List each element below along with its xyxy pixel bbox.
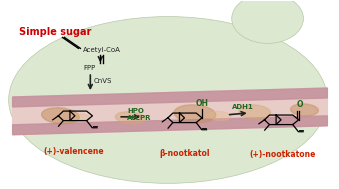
Ellipse shape <box>291 104 318 116</box>
Ellipse shape <box>9 17 327 183</box>
Text: (+)-nootkatone: (+)-nootkatone <box>250 150 316 159</box>
Text: β-nootkatol: β-nootkatol <box>160 149 210 158</box>
Text: ADH1: ADH1 <box>232 104 254 110</box>
Text: FPP: FPP <box>83 65 96 71</box>
Polygon shape <box>13 116 327 135</box>
Ellipse shape <box>71 114 90 122</box>
Text: HPO: HPO <box>127 108 144 114</box>
Text: O: O <box>297 100 303 109</box>
Text: CnVS: CnVS <box>93 78 112 84</box>
Ellipse shape <box>115 112 145 124</box>
Text: OH: OH <box>196 98 208 108</box>
Text: AtCPR: AtCPR <box>127 115 152 121</box>
Polygon shape <box>13 88 327 135</box>
Text: Simple sugar: Simple sugar <box>19 27 91 37</box>
Polygon shape <box>13 88 327 107</box>
Ellipse shape <box>239 105 271 119</box>
Ellipse shape <box>209 111 231 120</box>
Ellipse shape <box>232 0 303 43</box>
Text: (+)-valencene: (+)-valencene <box>43 147 104 156</box>
Ellipse shape <box>42 108 79 124</box>
Ellipse shape <box>174 105 216 123</box>
Text: Acetyl-CoA: Acetyl-CoA <box>83 47 121 53</box>
